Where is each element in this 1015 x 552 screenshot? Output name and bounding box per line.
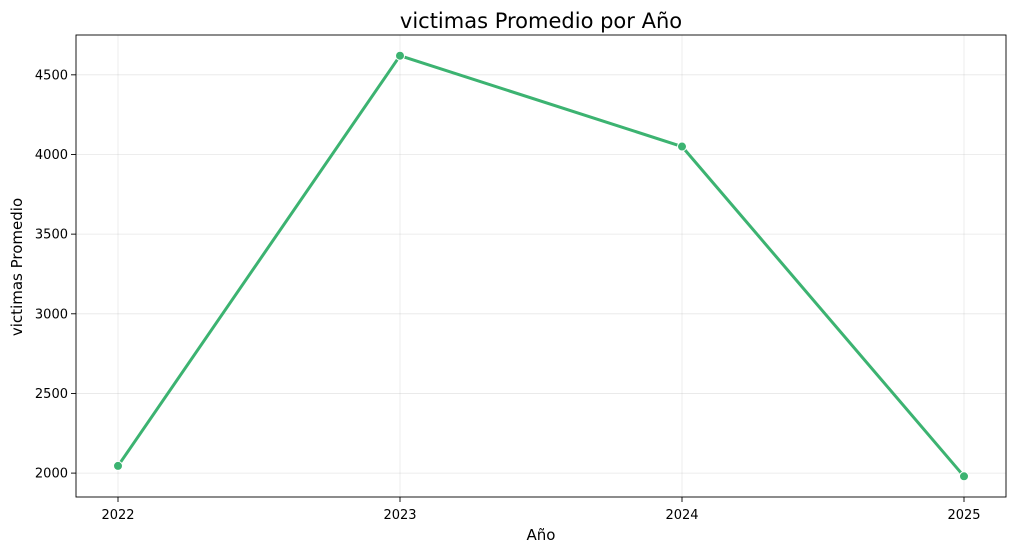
data-point <box>395 50 405 61</box>
data-point <box>959 471 969 482</box>
x-tick-label: 2024 <box>665 508 698 523</box>
y-tick-label: 2000 <box>35 467 68 482</box>
series <box>113 50 969 482</box>
y-axis-title: victimas Promedio <box>8 198 26 336</box>
y-tick-label: 4000 <box>35 148 68 163</box>
chart-title: victimas Promedio por Año <box>400 9 682 33</box>
x-axis-title: Año <box>527 526 556 544</box>
x-tick-label: 2023 <box>383 508 416 523</box>
data-point <box>677 141 687 152</box>
x-tick-label: 2022 <box>101 508 134 523</box>
data-point <box>113 460 123 471</box>
grid <box>76 35 1006 497</box>
y-tick-label: 4500 <box>35 68 68 83</box>
y-tick-label: 3000 <box>35 307 68 322</box>
axes: 2022 2023 2024 2025 2000 2500 3000 3500 4000 4500 <box>35 34 1007 523</box>
plot-frame <box>75 34 1007 498</box>
series-line <box>116 54 966 478</box>
y-tick-label: 2500 <box>35 387 68 402</box>
y-tick-label: 3500 <box>35 228 68 243</box>
x-tick-label: 2025 <box>947 508 980 523</box>
